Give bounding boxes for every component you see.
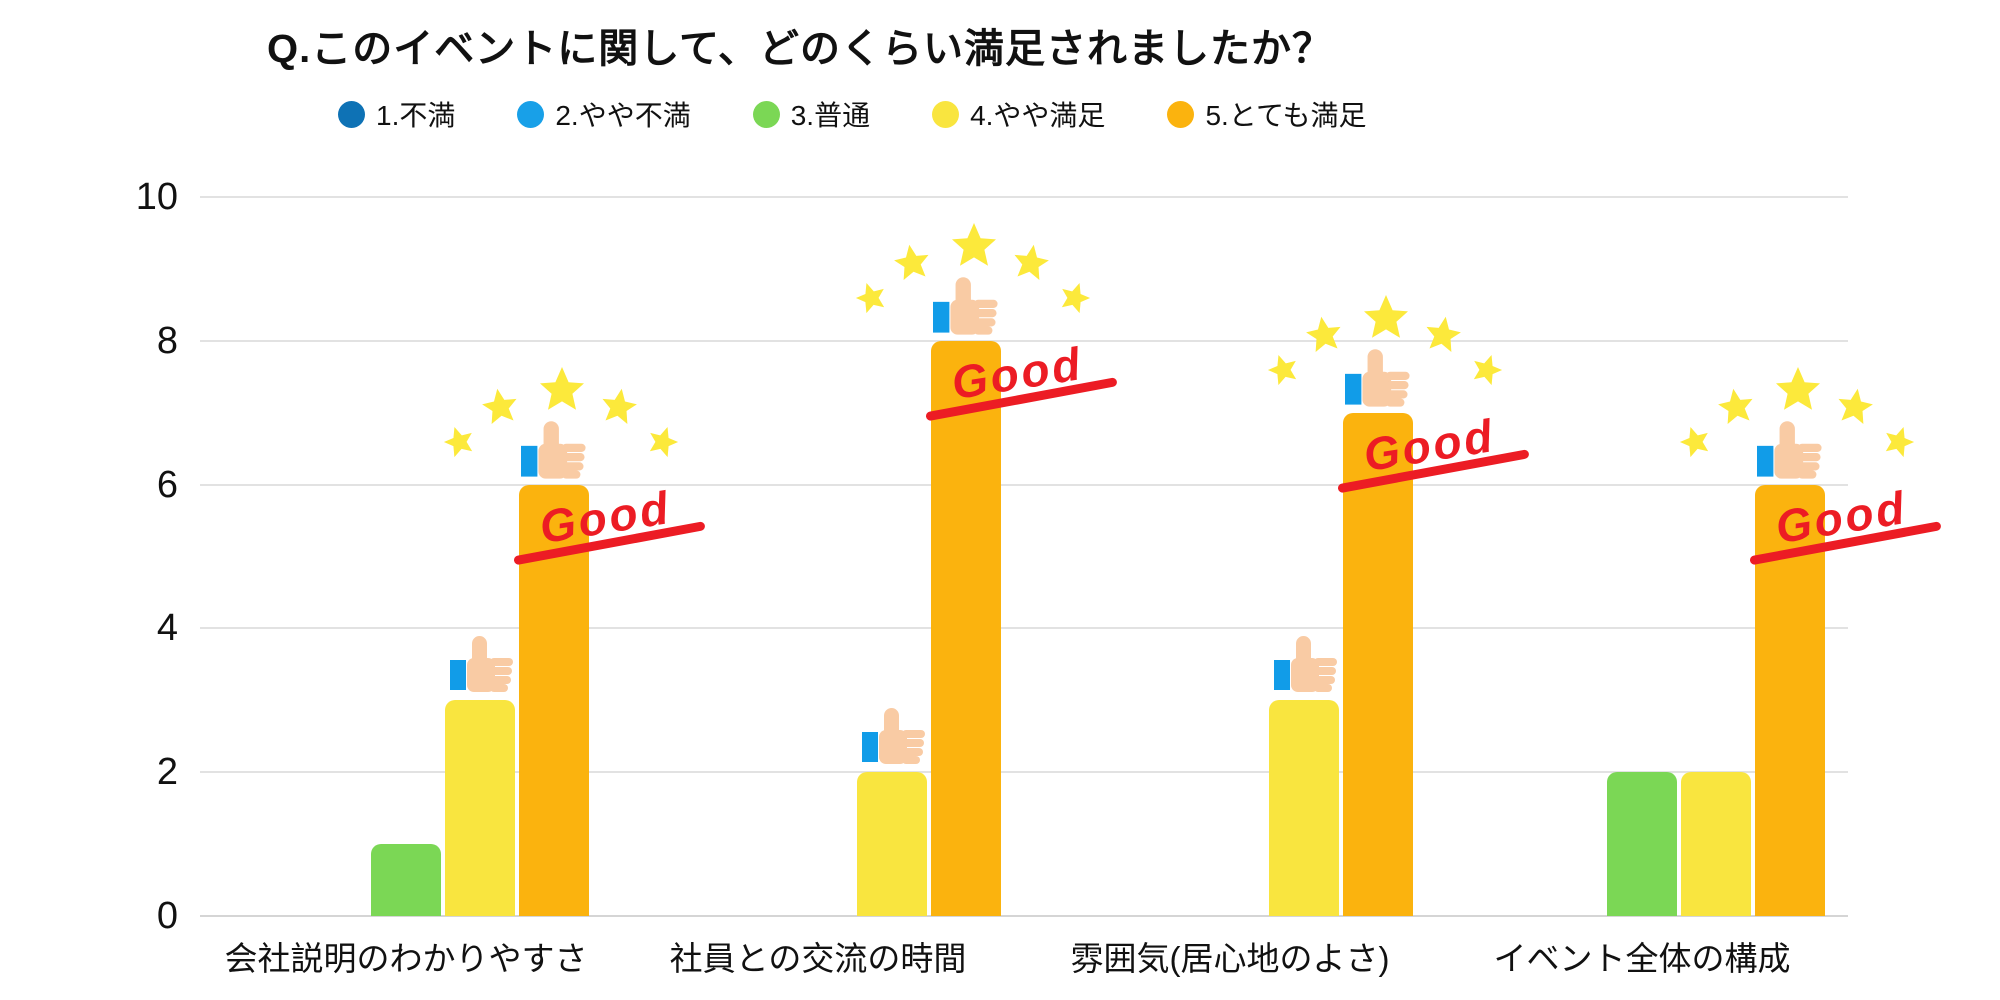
y-axis-tick-label: 6 bbox=[156, 463, 178, 506]
thumbs-up-icon bbox=[1757, 420, 1822, 479]
legend-item-label: 4.やや満足 bbox=[970, 100, 1106, 131]
thumbs-up-decoration bbox=[521, 419, 603, 490]
legend-item: 3.普通 bbox=[752, 94, 871, 134]
thumbs-up-icon bbox=[521, 420, 586, 479]
gridline-y-4 bbox=[200, 627, 1848, 630]
star-icon bbox=[952, 222, 996, 266]
thumbs-up-decoration bbox=[450, 634, 530, 698]
gridline-y-2 bbox=[200, 771, 1848, 774]
thumbs-up-decoration bbox=[933, 275, 1015, 346]
legend-item-label: 2.やや不満 bbox=[555, 100, 691, 131]
legend-color-dot bbox=[338, 100, 365, 128]
legend-item: 1.不満 bbox=[338, 94, 455, 134]
star-icon bbox=[1061, 282, 1091, 313]
bar-series-5-category-3 bbox=[1343, 412, 1413, 916]
bar-series-4-category-4 bbox=[1681, 772, 1751, 916]
star-icon bbox=[1426, 316, 1461, 352]
celebration-decoration bbox=[1261, 293, 1511, 415]
star-icon bbox=[1885, 426, 1915, 457]
chart-title: Q.このイベントに関して、どのくらい満足されましたか？ bbox=[266, 27, 1334, 71]
star-icon bbox=[482, 388, 517, 424]
star-icon bbox=[443, 426, 473, 457]
celebration-decoration bbox=[437, 365, 687, 487]
celebration-decoration bbox=[849, 221, 1099, 343]
star-icon bbox=[602, 388, 637, 424]
x-axis-category-label: 社員との交流の時間 bbox=[669, 940, 967, 977]
star-icon bbox=[1718, 388, 1753, 424]
star-icon bbox=[1014, 244, 1049, 280]
legend-color-dot bbox=[752, 100, 780, 128]
legend-item: 4.やや満足 bbox=[932, 94, 1105, 134]
y-axis-tick-label: 2 bbox=[156, 751, 178, 794]
star-icon bbox=[1473, 354, 1503, 385]
bar-series-3-category-1 bbox=[371, 844, 441, 916]
star-icon bbox=[1838, 388, 1873, 424]
legend-item-label: 3.普通 bbox=[790, 100, 871, 131]
bar-series-3-category-4 bbox=[1607, 772, 1677, 916]
x-axis-category-label: イベント全体の構成 bbox=[1493, 940, 1791, 977]
celebration-decoration bbox=[1673, 365, 1923, 487]
legend-item-label: 1.不満 bbox=[376, 100, 456, 131]
gridline-y-8 bbox=[200, 339, 1848, 342]
star-icon bbox=[1679, 426, 1709, 457]
y-axis-tick-label: 8 bbox=[156, 319, 178, 362]
thumbs-up-icon bbox=[933, 277, 998, 335]
star-icon bbox=[894, 244, 929, 280]
gridline-y-0 bbox=[200, 915, 1848, 917]
gridline-y-6 bbox=[200, 483, 1848, 486]
bar-series-4-category-1 bbox=[445, 700, 515, 916]
legend-color-dot bbox=[932, 100, 960, 128]
bar-series-4-category-3 bbox=[1269, 700, 1339, 916]
x-axis-category-label: 会社説明のわかりやすさ bbox=[224, 940, 588, 977]
chart-legend: 1.不満 2.やや不満 3.普通 4.やや満足 5.とても満足 bbox=[338, 94, 1367, 134]
star-icon bbox=[855, 282, 885, 313]
bar-series-5-category-2 bbox=[931, 340, 1001, 916]
thumbs-up-icon bbox=[450, 636, 513, 693]
star-icon bbox=[1306, 316, 1341, 352]
star-icon bbox=[1364, 294, 1408, 338]
thumbs-up-icon bbox=[1274, 636, 1337, 693]
y-axis-tick-label: 4 bbox=[156, 607, 178, 650]
y-axis-tick-label: 10 bbox=[135, 176, 178, 218]
legend-color-dot bbox=[517, 100, 545, 128]
thumbs-up-icon bbox=[862, 708, 925, 765]
x-axis-category-label: 雰囲気(居心地のよさ) bbox=[1070, 940, 1390, 977]
star-icon bbox=[1267, 354, 1297, 385]
star-icon bbox=[649, 426, 679, 457]
thumbs-up-decoration bbox=[1345, 347, 1427, 418]
gridline-y-10 bbox=[200, 196, 1848, 198]
thumbs-up-decoration bbox=[862, 706, 942, 770]
thumbs-up-icon bbox=[1345, 348, 1410, 407]
star-icon bbox=[1776, 366, 1820, 410]
y-axis-tick-label: 0 bbox=[156, 895, 178, 937]
thumbs-up-decoration bbox=[1274, 634, 1354, 698]
bar-series-4-category-2 bbox=[857, 772, 927, 916]
legend-color-dot bbox=[1167, 100, 1195, 128]
legend-item: 5.とても満足 bbox=[1167, 94, 1367, 134]
star-icon bbox=[540, 366, 584, 410]
legend-item: 2.やや不満 bbox=[517, 94, 691, 134]
thumbs-up-decoration bbox=[1757, 419, 1839, 490]
legend-item-label: 5.とても満足 bbox=[1205, 100, 1367, 131]
